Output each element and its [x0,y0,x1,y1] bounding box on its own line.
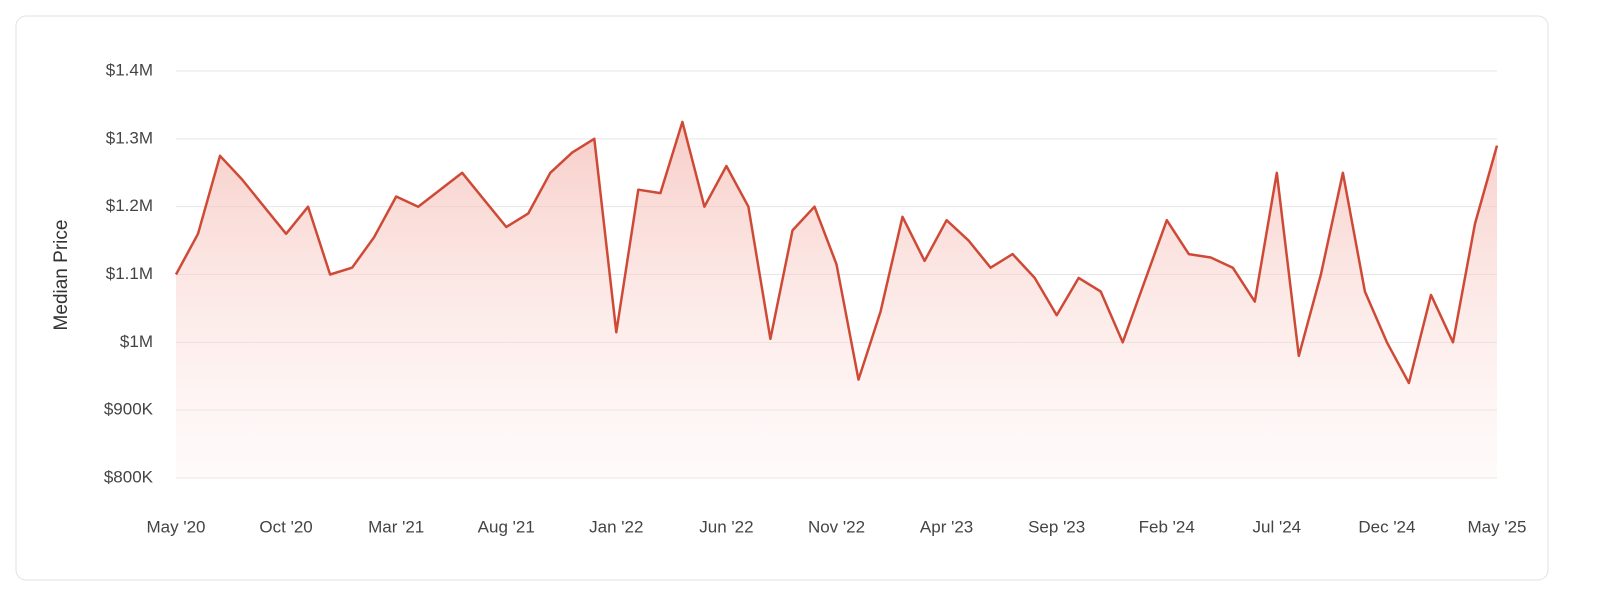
x-tick-label: Jun '22 [699,517,753,536]
x-tick-label: Jan '22 [589,517,643,536]
x-tick-label: May '20 [147,517,206,536]
y-tick-label: $1.3M [106,128,153,147]
x-tick-label: Nov '22 [808,517,865,536]
x-tick-label: Feb '24 [1139,517,1195,536]
area [176,121,1497,479]
y-tick-label: $1M [120,332,153,351]
x-tick-label: Mar '21 [368,517,424,536]
y-tick-label: $800K [104,467,154,486]
y-axis-label: Median Price [51,220,72,331]
x-tick-label: Jul '24 [1253,517,1302,536]
line [174,120,1499,385]
x-tick-label: May '25 [1468,517,1527,536]
x-tick-label: Oct '20 [259,517,312,536]
y-tick-label: $900K [104,400,154,419]
y-tick-label: $1.1M [106,264,153,283]
x-tick-label: Dec '24 [1358,517,1415,536]
y-tick-label: $1.4M [106,60,153,79]
x-tick-label: Apr '23 [920,517,973,536]
y-tick-label: $1.2M [106,196,153,215]
x-tick-label: Sep '23 [1028,517,1085,536]
x-tick-label: Aug '21 [478,517,535,536]
